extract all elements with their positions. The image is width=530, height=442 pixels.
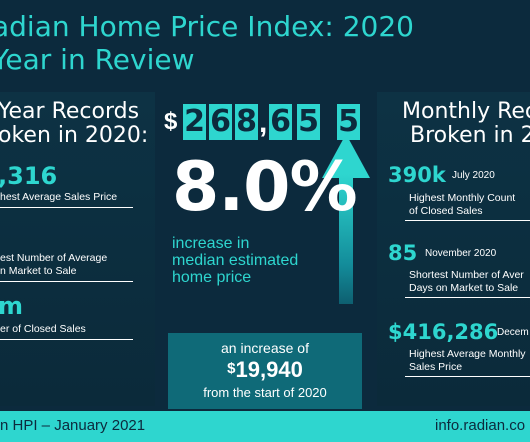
price-digit: 8 — [235, 104, 258, 140]
price-dollar-sign: $ — [164, 108, 178, 135]
left-stat-1-label-box: hest Average Sales Price — [0, 191, 133, 208]
right-panel — [377, 92, 530, 406]
title-line-1: adian Home Price Index: 2020 — [0, 10, 414, 43]
left-heading-line-2: oken in 2020: — [0, 123, 149, 148]
right-stat-2-label-box: Shortest Number of Aver Days on Market t… — [405, 269, 530, 298]
right-stat-2-label-b: Days on Market to Sale — [409, 282, 519, 294]
right-stat-1-label-a: Highest Monthly Count — [409, 192, 516, 204]
footer-source: n HPI – January 2021 — [0, 417, 146, 434]
increase-box-amount: $19,940 — [168, 357, 362, 383]
left-heading-line-1: Year Records — [0, 99, 140, 124]
right-stat-1-date: July 2020 — [452, 170, 495, 181]
right-stat-3-label-b: Sales Price — [409, 361, 463, 373]
percent-increase-value: 8.0% — [172, 148, 358, 227]
increase-box-line-1: an increase of — [221, 340, 309, 356]
increase-box-line-3: from the start of 2020 — [203, 385, 327, 400]
left-stat-2-label-box: est Number of Average n Market to Sale — [0, 252, 133, 282]
increase-text-line-2: median estimated — [172, 252, 299, 269]
left-stat-2-label-a: est Number of Average — [0, 252, 108, 264]
increase-text-line-1: increase in — [172, 235, 250, 252]
price-comma: , — [259, 106, 268, 139]
footer-bar: n HPI – January 2021 info.radian.co — [0, 411, 530, 442]
right-heading-line-2: Broken in 20 — [410, 123, 530, 148]
right-stat-1-value: 390k — [388, 163, 446, 187]
left-stat-3-label: er of Closed Sales — [0, 323, 86, 335]
price-digit: 5 — [337, 104, 360, 140]
up-arrow-icon — [322, 134, 370, 178]
left-stat-3-value: m — [0, 292, 24, 320]
right-stat-2-date: November 2020 — [425, 248, 497, 259]
price-digit: 6 — [269, 104, 292, 140]
right-stat-3-label-box: Highest Average Monthly Sales Price — [405, 348, 530, 377]
right-stat-2-label-a: Shortest Number of Aver — [409, 269, 524, 281]
right-stat-1-label-box: Highest Monthly Count of Closed Sales — [405, 192, 530, 221]
right-stat-3-label-a: Highest Average Monthly — [409, 348, 526, 360]
right-stat-3-date: Decem — [497, 327, 529, 338]
increase-box-dollar: $ — [227, 360, 236, 377]
up-arrow-shaft — [339, 174, 353, 304]
increase-amount-box: an increase of $19,940 from the start of… — [168, 333, 362, 409]
right-stat-1-label-b: of Closed Sales — [409, 205, 483, 217]
right-heading-line-1: Monthly Reco — [402, 99, 530, 124]
left-stat-2-label-b: n Market to Sale — [0, 265, 77, 277]
price-digit: 2 — [183, 104, 206, 140]
price-digit: 5 — [297, 104, 320, 140]
increase-box-amount-value: 19,940 — [235, 357, 303, 382]
increase-text-line-3: home price — [172, 269, 252, 286]
right-stat-2-value: 85 — [388, 241, 418, 265]
footer-link[interactable]: info.radian.co — [435, 417, 526, 434]
left-stat-1-label: hest Average Sales Price — [0, 191, 118, 203]
left-panel — [0, 92, 155, 406]
price-digit: 6 — [209, 104, 232, 140]
left-stat-1-value: ,316 — [0, 162, 58, 190]
title-line-2: Year in Review — [0, 43, 195, 76]
left-stat-3-label-box: er of Closed Sales — [0, 323, 133, 340]
right-stat-3-value: $416,286 — [388, 320, 499, 344]
